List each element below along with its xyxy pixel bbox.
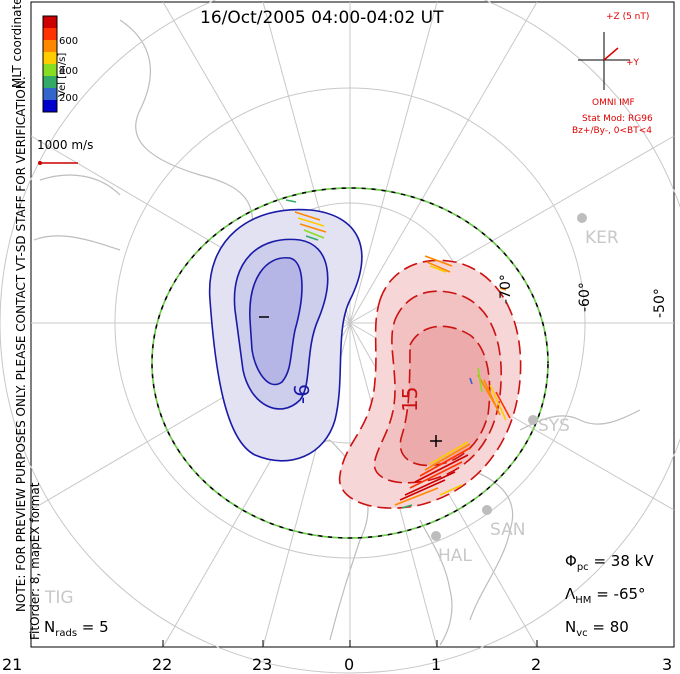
stat-phi-pc-value: 38 kV [610,552,654,570]
station-hal-marker [431,531,441,541]
vector-cluster-ker [424,255,507,291]
negative-contour-label: -6 [290,384,314,404]
coordinate-label: MLT coordinates [10,0,24,88]
stat-lambda-hm: ΛHM = -65° [565,585,646,606]
stat-n-vc: Nvc = 80 [565,618,629,639]
latitude-label-minus50: -50° [652,288,668,318]
vector-cluster-san [394,441,471,509]
velocity-tick-200: 200 [59,93,79,104]
mlt-label-3: 3 [662,655,673,674]
colorbar-swatch [43,64,57,76]
stat-n-vc-value: 80 [609,618,629,636]
station-label-hal: HAL [438,546,472,566]
station-label-ker: KER [585,228,619,248]
imf-source-label: OMNI IMF [592,98,635,108]
mlt-label-1: 1 [431,655,442,674]
mlt-label-21: 21 [2,655,23,674]
map-title: 16/Oct/2005 04:00-04:02 UT [200,8,444,28]
preview-note: NOTE: FOR PREVIEW PURPOSES ONLY. PLEASE … [14,76,28,612]
imf-condition-label: Bz+/By-, 0<BT<4 [572,126,652,136]
positive-potential-cell [338,259,522,509]
station-san-marker [482,505,492,515]
colorbar-swatch [43,16,57,28]
colorbar-border [42,15,58,113]
stat-n-rads: Nrads = 5 [44,618,109,639]
plot-frame [30,1,675,648]
velocity-vectors [285,199,511,509]
reference-vector-label: 1000 m/s [37,138,94,152]
station-label-sys: SYS [538,416,570,436]
latitude-label-minus70: -70° [498,274,514,304]
vector-cluster-sys [469,367,511,421]
station-sys-marker [528,415,538,425]
vector-cluster-noon [285,199,327,241]
imf-z-label: +Z (5 nT) [606,12,650,22]
latitude-label-minus60: -60° [577,282,593,312]
fit-order-note: FitOrder: 8, mapEX format [28,482,42,640]
colorbar-swatch [43,52,57,64]
imf-dial [578,32,630,90]
positive-contour-label: 15 [398,386,422,412]
stat-lambda-hm-value: -65° [613,585,646,603]
potential-max-marker [430,435,442,447]
station-markers [431,213,587,541]
colorbar-swatch [43,28,57,40]
mlt-meridians [30,1,675,648]
negative-potential-cell [208,208,363,462]
colorbar-swatch [43,76,57,88]
imf-y-label: +Y [626,58,640,68]
velocity-tick-400: 400 [59,66,79,77]
station-label-tig: TIG [45,588,74,608]
colorbar-swatch [43,40,57,52]
mlt-ticks [30,640,675,647]
reference-vector [38,161,78,165]
mlt-label-23: 23 [252,655,273,674]
imf-stat-mod-label: Stat Mod: RG96 [582,114,653,124]
colorbar-swatch [43,100,57,112]
velocity-colorbar [42,15,58,113]
mlt-label-2: 2 [531,655,542,674]
stat-n-rads-value: 5 [99,618,109,636]
station-label-san: SAN [490,520,526,540]
mlt-label-22: 22 [152,655,173,674]
station-ker-marker [577,213,587,223]
colorbar-swatch [43,88,57,100]
velocity-tick-600: 600 [59,36,79,47]
mlt-label-0: 0 [344,655,355,674]
stat-phi-pc: Φpc = 38 kV [565,552,654,573]
heppner-maynard-boundary [151,187,549,539]
